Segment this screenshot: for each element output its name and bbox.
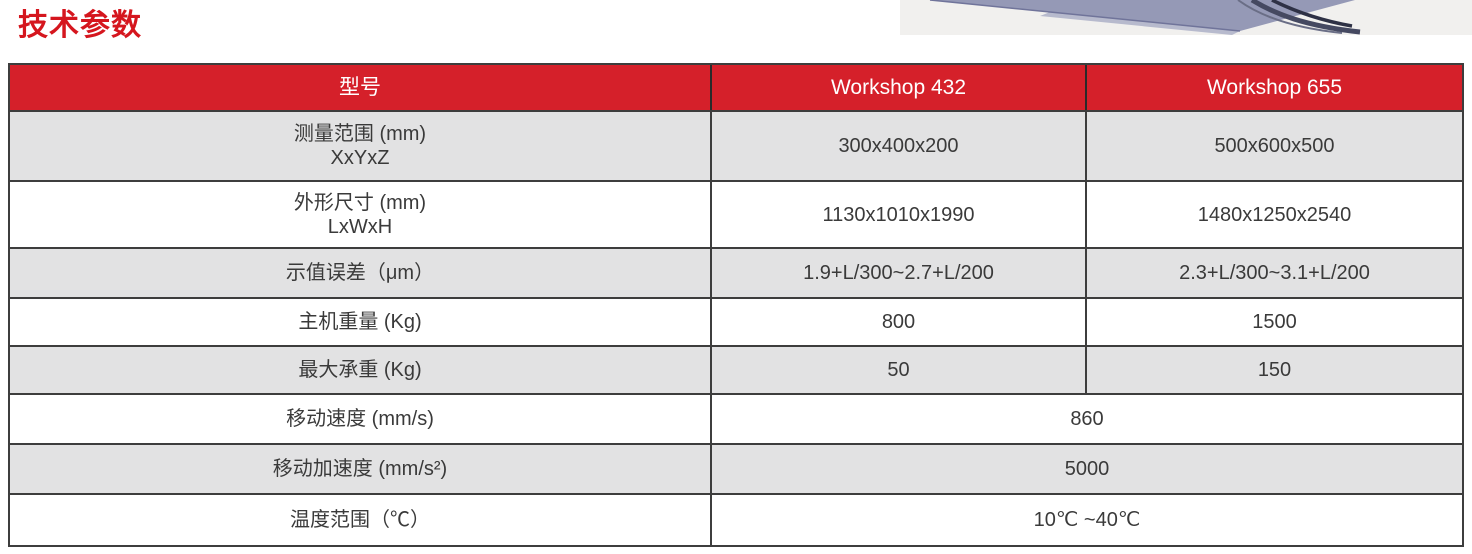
row-label: 主机重量 (Kg)	[10, 299, 712, 345]
value-workshop-432: 800	[712, 299, 1087, 345]
header-workshop-432: Workshop 432	[712, 65, 1087, 110]
value-workshop-432: 1130x1010x1990	[712, 182, 1087, 247]
row-label: 最大承重 (Kg)	[10, 347, 712, 393]
table-header-row: 型号 Workshop 432 Workshop 655	[10, 65, 1462, 112]
value-workshop-655: 1480x1250x2540	[1197, 203, 1352, 226]
value-workshop-655: 2.3+L/300~3.1+L/200	[1179, 262, 1370, 284]
table-row-machine-weight: 主机重量 (Kg) 800 1500	[10, 299, 1462, 347]
row-label-line2: XxYxZ	[330, 147, 390, 169]
value-workshop-655: 1500	[1252, 311, 1297, 333]
value-both-models: 5000	[1064, 458, 1110, 480]
table-row-move-speed: 移动速度 (mm/s) 860	[10, 395, 1462, 445]
value-workshop-432: 1.9+L/300~2.7+L/200	[712, 249, 1087, 297]
row-label: 外形尺寸 (mm) LxWxH	[10, 182, 712, 247]
table-row-temperature-range: 温度范围（℃） 10℃ ~40℃	[10, 495, 1462, 545]
header-model-label: 型号	[10, 65, 712, 110]
table-row-indication-error: 示值误差（μm） 1.9+L/300~2.7+L/200 2.3+L/300~3…	[10, 249, 1462, 299]
table-row-measuring-range: 测量范围 (mm) XxYxZ 300x400x200 500x600x500	[10, 112, 1462, 182]
value-workshop-655: 150	[1257, 359, 1292, 381]
row-label: 移动加速度 (mm/s²)	[10, 445, 712, 493]
row-label-line1: 测量范围 (mm)	[293, 123, 427, 145]
spec-table: 型号 Workshop 432 Workshop 655 测量范围 (mm) X…	[8, 63, 1464, 547]
header-workshop-655: Workshop 655	[1206, 75, 1343, 99]
value-both-models: 10℃ ~40℃	[1033, 509, 1141, 531]
machine-plate-photo-icon	[900, 0, 1472, 35]
value-both-models: 860	[1070, 408, 1104, 430]
row-label: 测量范围 (mm) XxYxZ	[10, 112, 712, 180]
row-label: 温度范围（℃）	[10, 495, 712, 545]
row-label-line2: LxWxH	[327, 215, 393, 238]
value-workshop-432: 300x400x200	[712, 112, 1087, 180]
table-row-outer-dimensions: 外形尺寸 (mm) LxWxH 1130x1010x1990 1480x1250…	[10, 182, 1462, 249]
page-title: 技术参数	[18, 9, 142, 42]
row-label: 示值误差（μm）	[10, 249, 712, 297]
table-row-max-load: 最大承重 (Kg) 50 150	[10, 347, 1462, 395]
value-workshop-655: 500x600x500	[1214, 135, 1335, 157]
row-label: 移动速度 (mm/s)	[10, 395, 712, 443]
value-workshop-432: 50	[712, 347, 1087, 393]
row-label-line1: 外形尺寸 (mm)	[293, 191, 427, 214]
table-row-move-acceleration: 移动加速度 (mm/s²) 5000	[10, 445, 1462, 495]
product-photo	[900, 0, 1472, 35]
